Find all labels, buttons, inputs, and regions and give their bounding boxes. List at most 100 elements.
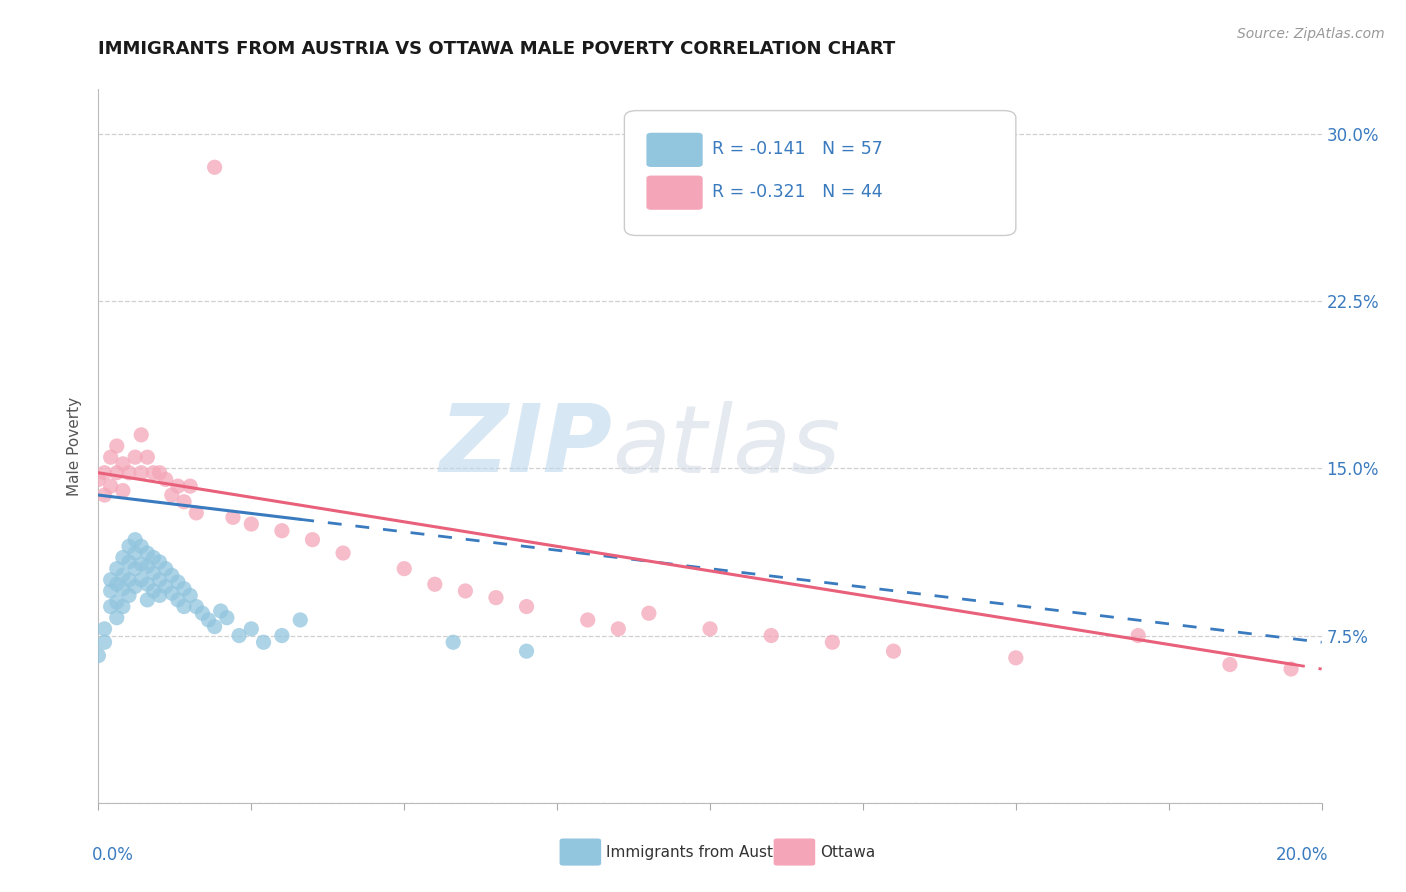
Point (485, 591, 508, 605)
Point (100, 479, 122, 493)
Text: 0.0%: 0.0% (93, 846, 134, 863)
Point (179, 479, 201, 493)
Point (111, 457, 134, 471)
Point (215, 610, 238, 624)
Point (270, 628, 292, 642)
Point (204, 619, 226, 633)
Point (1219, 657, 1241, 672)
Point (105, 610, 128, 624)
Point (111, 582, 134, 596)
Point (111, 483, 134, 498)
Point (290, 613, 312, 627)
Point (118, 539, 141, 553)
Point (149, 589, 172, 603)
Point (155, 580, 177, 594)
Point (173, 582, 195, 596)
Point (118, 555, 141, 569)
Point (136, 450, 159, 465)
Point (118, 573, 141, 587)
Point (105, 595, 128, 609)
Point (111, 550, 134, 565)
Point (136, 577, 159, 591)
Text: IMMIGRANTS FROM AUSTRIA VS OTTAWA MALE POVERTY CORRELATION CHART: IMMIGRANTS FROM AUSTRIA VS OTTAWA MALE P… (98, 40, 896, 58)
FancyBboxPatch shape (647, 176, 703, 210)
Point (129, 466, 152, 480)
FancyBboxPatch shape (773, 838, 815, 865)
Point (100, 573, 122, 587)
Point (222, 510, 245, 524)
Point (124, 580, 146, 594)
Point (105, 577, 128, 591)
Point (240, 517, 263, 532)
Point (270, 524, 292, 538)
Point (167, 574, 190, 589)
Text: Ottawa: Ottawa (820, 845, 876, 860)
Point (100, 583, 122, 598)
Point (759, 628, 782, 642)
Text: R = -0.321   N = 44: R = -0.321 N = 44 (713, 183, 883, 201)
Point (167, 479, 190, 493)
FancyBboxPatch shape (647, 133, 703, 167)
Point (454, 583, 477, 598)
Point (173, 599, 195, 614)
FancyBboxPatch shape (624, 111, 1015, 235)
Point (124, 533, 146, 547)
Point (142, 566, 165, 581)
Point (160, 568, 183, 582)
Point (124, 450, 146, 465)
Point (111, 599, 134, 614)
Point (186, 599, 208, 614)
Point (155, 562, 177, 576)
Point (209, 604, 232, 618)
Point (332, 546, 354, 560)
Point (699, 622, 721, 636)
Text: ZIP: ZIP (439, 400, 612, 492)
Point (105, 439, 128, 453)
Point (118, 466, 141, 480)
Text: 20.0%: 20.0% (1275, 846, 1327, 863)
Point (118, 589, 141, 603)
Point (93, 635, 115, 649)
Point (252, 635, 274, 649)
Point (155, 473, 177, 487)
Point (100, 450, 122, 465)
Point (100, 599, 122, 614)
Point (93, 466, 115, 480)
Point (142, 550, 165, 565)
Point (167, 592, 190, 607)
Text: Source: ZipAtlas.com: Source: ZipAtlas.com (1237, 27, 1385, 41)
Point (111, 568, 134, 582)
Point (87, 473, 110, 487)
Point (1004, 651, 1026, 665)
Point (136, 592, 159, 607)
Point (1128, 628, 1150, 642)
Point (883, 644, 905, 658)
Point (160, 488, 183, 502)
Point (179, 589, 201, 603)
Point (93, 488, 115, 502)
Point (1279, 662, 1302, 676)
Point (142, 466, 165, 480)
Point (124, 562, 146, 576)
Point (149, 573, 172, 587)
Point (301, 533, 323, 547)
Point (93, 622, 115, 636)
Point (129, 557, 152, 572)
Point (136, 546, 159, 560)
Point (124, 546, 146, 560)
Point (637, 607, 661, 621)
Point (516, 599, 538, 614)
Point (129, 539, 152, 553)
Point (392, 562, 416, 576)
Point (149, 555, 172, 569)
Point (173, 494, 195, 508)
Y-axis label: Male Poverty: Male Poverty (67, 396, 83, 496)
Point (129, 427, 152, 442)
Text: Immigrants from Austria: Immigrants from Austria (606, 845, 793, 860)
FancyBboxPatch shape (560, 838, 602, 865)
Point (186, 506, 208, 520)
Point (136, 559, 159, 574)
Point (105, 466, 128, 480)
Point (240, 622, 263, 636)
Point (129, 573, 152, 587)
